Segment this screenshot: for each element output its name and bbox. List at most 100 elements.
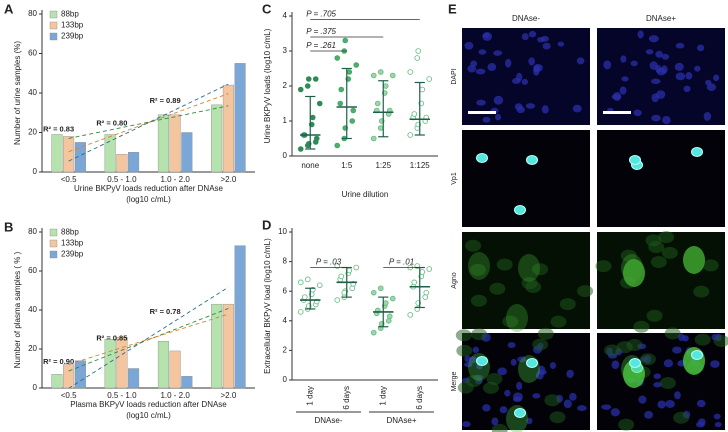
cell-glow	[489, 282, 506, 295]
image-background	[462, 130, 590, 227]
nucleus	[612, 92, 622, 101]
vp1-nucleus	[629, 155, 641, 165]
agno-cell	[621, 254, 643, 282]
bar	[234, 245, 246, 389]
y-tick-label: 80	[28, 227, 37, 236]
nucleus	[526, 417, 533, 425]
cell-glow	[693, 285, 710, 298]
data-point	[370, 135, 377, 142]
image-background	[597, 28, 725, 125]
nucleus	[601, 404, 612, 410]
cell-glow	[648, 241, 665, 254]
nucleus	[528, 57, 535, 66]
data-point	[304, 276, 311, 283]
nucleus	[512, 396, 522, 403]
cell-glow	[713, 335, 728, 348]
trend-annotation: R² = 0.85	[96, 334, 127, 343]
y-tick-label: 80	[28, 9, 37, 18]
group-label: DNAse-	[314, 416, 342, 425]
y-tick-label: 0	[33, 167, 38, 176]
y-tick-label: 40	[28, 88, 37, 97]
y-tick-label: 4	[283, 11, 288, 20]
nucleus	[694, 65, 701, 72]
y-tick-label: 20	[28, 344, 37, 353]
nucleus	[510, 358, 517, 366]
nucleus	[504, 389, 511, 397]
x-tick-label: <0.5	[61, 391, 77, 400]
data-point	[377, 69, 384, 75]
comparison-label: P = .03	[316, 258, 342, 267]
nucleus	[619, 86, 627, 95]
nucleus	[703, 111, 712, 121]
legend-label: 88bp	[61, 228, 79, 237]
bar	[51, 374, 63, 389]
trend-line	[68, 286, 229, 389]
data-point	[426, 76, 433, 82]
nucleus	[685, 72, 693, 80]
cell-glow	[673, 411, 690, 424]
nucleus	[662, 115, 671, 125]
nucleus	[675, 42, 685, 49]
nucleus	[472, 346, 480, 353]
y-axis-label: Number of urine samples (%)	[13, 41, 22, 145]
cell-glow	[456, 344, 473, 357]
data-point	[382, 300, 389, 306]
cell-glow	[521, 277, 538, 290]
cell-glow	[471, 328, 488, 341]
trend-line	[68, 313, 229, 365]
nucleus	[656, 67, 667, 76]
y-tick-label: 2	[283, 346, 288, 355]
nucleus	[656, 90, 666, 99]
nucleus	[470, 60, 478, 67]
legend-swatch	[49, 10, 58, 19]
nucleus	[476, 99, 486, 106]
vp1-nucleus	[526, 155, 538, 165]
nucleus	[648, 35, 659, 43]
nucleus	[497, 367, 507, 376]
y-tick-label: 0	[283, 151, 288, 160]
nucleus	[714, 421, 722, 428]
vp1-nucleus	[476, 153, 488, 163]
legend-label: 239bp	[61, 32, 84, 41]
nucleus	[630, 60, 638, 67]
data-point	[377, 285, 384, 292]
legend-swatch	[49, 250, 58, 259]
bar	[157, 341, 169, 389]
data-point	[370, 329, 377, 336]
data-point	[305, 76, 312, 82]
x-tick-label: 1:25	[375, 161, 391, 170]
bar	[128, 152, 140, 173]
vp1-nucleus	[476, 356, 488, 366]
data-point	[385, 317, 392, 324]
bar	[116, 154, 128, 173]
nucleus	[505, 58, 512, 68]
nucleus	[645, 49, 654, 55]
nucleus	[637, 30, 644, 39]
cell-glow	[465, 239, 482, 252]
scale-bar	[468, 111, 496, 114]
nucleus	[525, 103, 536, 109]
nucleus	[713, 74, 720, 82]
x-axis-label: (log10 c/mL)	[126, 195, 171, 204]
legend-swatch	[49, 21, 58, 30]
y-axis-label: Number of plasma samples ( % )	[13, 251, 22, 368]
data-point	[297, 86, 304, 93]
data-point	[422, 294, 429, 300]
cell-glow	[604, 344, 621, 357]
cell-glow	[650, 255, 667, 268]
trend-line	[68, 105, 229, 139]
nucleus	[638, 395, 647, 404]
agno-cell	[623, 259, 645, 287]
group-label: DNAse+	[386, 416, 416, 425]
x-tick-label: <0.5	[61, 175, 77, 184]
bar	[211, 104, 223, 173]
data-point	[411, 279, 418, 286]
data-point	[414, 55, 421, 61]
nucleus	[572, 104, 582, 113]
data-point	[350, 107, 357, 114]
nucleus	[696, 44, 705, 52]
bar	[104, 134, 116, 173]
data-point	[313, 135, 320, 142]
x-tick-label: 6 days	[342, 386, 351, 410]
data-point	[338, 273, 345, 280]
